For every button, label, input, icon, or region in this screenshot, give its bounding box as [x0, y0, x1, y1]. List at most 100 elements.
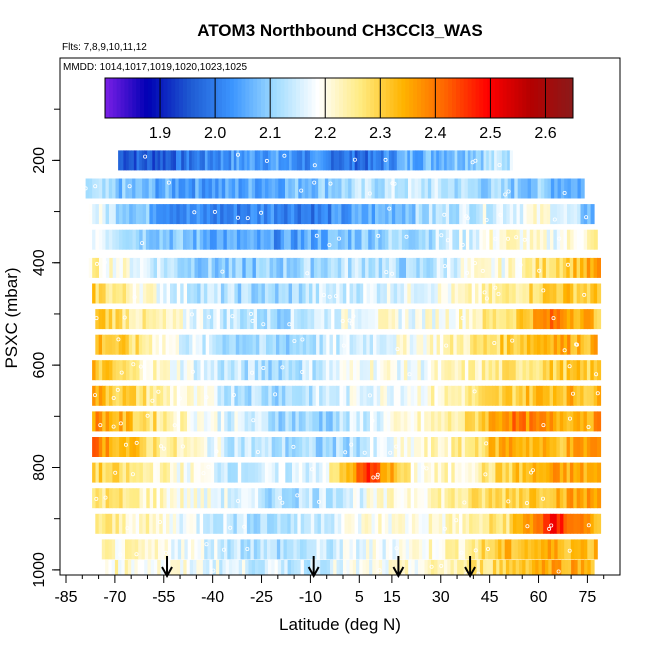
- heat-cell: [577, 334, 581, 355]
- heat-cell: [513, 334, 518, 355]
- heat-cell: [478, 437, 483, 457]
- heat-cell: [170, 385, 174, 406]
- heat-cell: [261, 462, 266, 483]
- heat-cell: [331, 229, 336, 250]
- heat-cell: [320, 513, 325, 534]
- heat-cell: [418, 539, 423, 560]
- heat-cell: [563, 437, 568, 457]
- heat-cell: [271, 283, 276, 304]
- heat-cell: [538, 559, 543, 575]
- colorbar-swatch: [237, 78, 242, 118]
- heat-cell: [186, 150, 190, 171]
- heat-cell: [502, 309, 507, 330]
- heat-cell: [577, 539, 582, 560]
- heat-cell: [231, 385, 235, 406]
- heat-cell: [261, 437, 266, 457]
- heat-cell: [552, 257, 557, 278]
- heat-cell: [280, 539, 285, 560]
- heat-cell: [423, 257, 428, 278]
- heat-cell: [349, 488, 354, 509]
- heat-cell: [315, 150, 319, 171]
- heat-cell: [132, 178, 136, 199]
- heat-cell: [288, 488, 293, 509]
- sample-marker: [493, 236, 498, 241]
- heat-cell: [92, 462, 97, 483]
- heat-cell: [454, 385, 459, 406]
- heat-cell: [248, 178, 253, 199]
- heat-cell: [307, 513, 312, 534]
- heat-cell: [536, 309, 541, 330]
- sample-marker: [562, 190, 567, 195]
- heat-cell: [292, 334, 297, 355]
- heat-cell: [248, 488, 252, 509]
- heat-cell: [546, 283, 551, 304]
- heat-cell: [533, 309, 538, 330]
- heat-cell: [405, 204, 410, 225]
- heat-cell: [499, 513, 504, 534]
- sample-marker: [291, 444, 296, 449]
- heat-cell: [224, 385, 229, 406]
- heat-cell: [359, 360, 364, 381]
- heat-cell: [395, 257, 400, 278]
- colorbar-swatch: [510, 78, 515, 118]
- heat-cell: [210, 204, 214, 225]
- heat-cell: [458, 411, 463, 432]
- colorbar-swatch: [261, 78, 266, 118]
- heat-cell: [163, 437, 168, 457]
- heat-cell: [551, 559, 556, 575]
- heat-cell: [414, 178, 419, 199]
- heat-cell: [201, 178, 206, 199]
- heat-cell: [522, 411, 527, 432]
- colorbar-swatch: [471, 78, 476, 118]
- heat-cell: [444, 178, 449, 199]
- heat-cell: [574, 539, 578, 560]
- heat-cell: [183, 437, 188, 457]
- heat-cell: [557, 334, 561, 355]
- heat-cell: [294, 309, 298, 330]
- heat-cell: [531, 539, 535, 560]
- heat-cell: [349, 360, 354, 381]
- heat-cell: [108, 309, 113, 330]
- heat-cell: [155, 334, 160, 355]
- heat-cell: [450, 334, 454, 355]
- heat-cell: [181, 150, 185, 171]
- heat-cell: [410, 360, 415, 381]
- heat-cell: [501, 178, 505, 199]
- heat-cell: [254, 462, 259, 483]
- heat-cell: [244, 385, 249, 406]
- heat-cell: [386, 411, 391, 432]
- heat-cell: [109, 411, 113, 432]
- heat-cell: [306, 539, 311, 560]
- heat-cell: [419, 334, 424, 355]
- heat-cell: [215, 178, 220, 199]
- heat-cell: [515, 437, 520, 457]
- heat-cell: [556, 513, 561, 534]
- heat-cell: [246, 309, 251, 330]
- heat-cell: [238, 257, 243, 278]
- heat-cell: [497, 178, 502, 199]
- heat-cell: [214, 385, 219, 406]
- colorbar-swatch: [561, 78, 566, 118]
- heat-cell: [153, 462, 158, 483]
- heat-cell: [236, 150, 240, 171]
- heat-cell: [342, 385, 347, 406]
- heat-cell: [257, 513, 261, 534]
- heat-cell: [539, 411, 544, 432]
- heat-cell: [388, 309, 393, 330]
- heat-cell: [489, 513, 494, 534]
- heat-cell: [126, 360, 130, 381]
- heat-cell: [310, 257, 315, 278]
- heat-cell: [492, 488, 496, 509]
- heat-cell: [217, 283, 222, 304]
- heat-cell: [244, 411, 249, 432]
- heat-cell: [336, 334, 341, 355]
- heat-cell: [444, 437, 449, 457]
- heat-cell: [292, 283, 296, 304]
- sample-marker: [439, 563, 444, 568]
- heat-cell: [166, 462, 171, 483]
- heat-cell: [98, 360, 103, 381]
- heat-cell: [193, 488, 198, 509]
- heat-cell: [399, 257, 404, 278]
- heat-cell: [264, 360, 269, 381]
